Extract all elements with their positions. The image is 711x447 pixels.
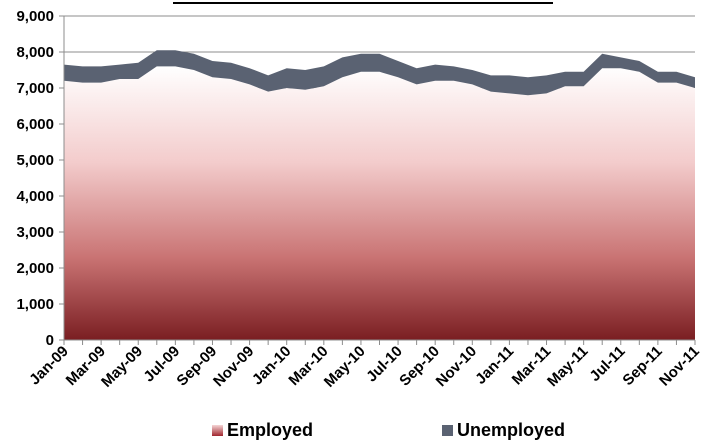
legend-label-unemployed: Unemployed	[457, 420, 566, 440]
y-tick-label: 5,000	[16, 152, 54, 169]
y-tick-label: 1,000	[16, 296, 54, 313]
legend-item-unemployed: Unemployed	[442, 420, 565, 441]
legend-label-employed: Employed	[227, 420, 314, 440]
x-tick-label: Jan-09	[26, 343, 72, 389]
x-tick-label: Nov-10	[433, 343, 480, 390]
y-tick-label: 4,000	[16, 188, 54, 205]
y-tick-label: 7,000	[16, 80, 54, 97]
unemployed-area	[64, 50, 695, 96]
legend: Employed Unemployed	[0, 420, 711, 444]
x-tick-label: Jan-11	[472, 343, 517, 388]
x-tick-label: Nov-09	[210, 343, 257, 390]
y-tick-label: 6,000	[16, 116, 54, 133]
legend-item-employed: Employed	[212, 420, 313, 441]
x-tick-label: Nov-11	[656, 343, 703, 390]
unemployed-swatch	[442, 425, 453, 436]
x-axis-ticks: Jan-09Mar-09May-09Jul-09Sep-09Nov-09Jan-…	[26, 340, 703, 391]
y-tick-label: 0	[46, 332, 54, 349]
employed-area	[64, 66, 695, 341]
x-tick-label: Jan-10	[249, 343, 295, 389]
area-series	[64, 50, 695, 341]
x-tick-label: May-11	[544, 343, 591, 390]
y-tick-label: 3,000	[16, 224, 54, 241]
x-tick-label: Sep-11	[619, 343, 665, 389]
employed-swatch	[212, 425, 223, 436]
y-tick-label: 2,000	[16, 260, 54, 277]
y-axis-ticks: 0 1,000 2,000 3,000 4,000 5,000 6,000 7,000 8,00…	[16, 8, 64, 349]
x-tick-label: May-10	[321, 343, 369, 391]
x-tick-label: May-09	[98, 343, 146, 391]
y-tick-label: 9,000	[16, 8, 54, 25]
y-tick-label: 8,000	[16, 44, 54, 61]
